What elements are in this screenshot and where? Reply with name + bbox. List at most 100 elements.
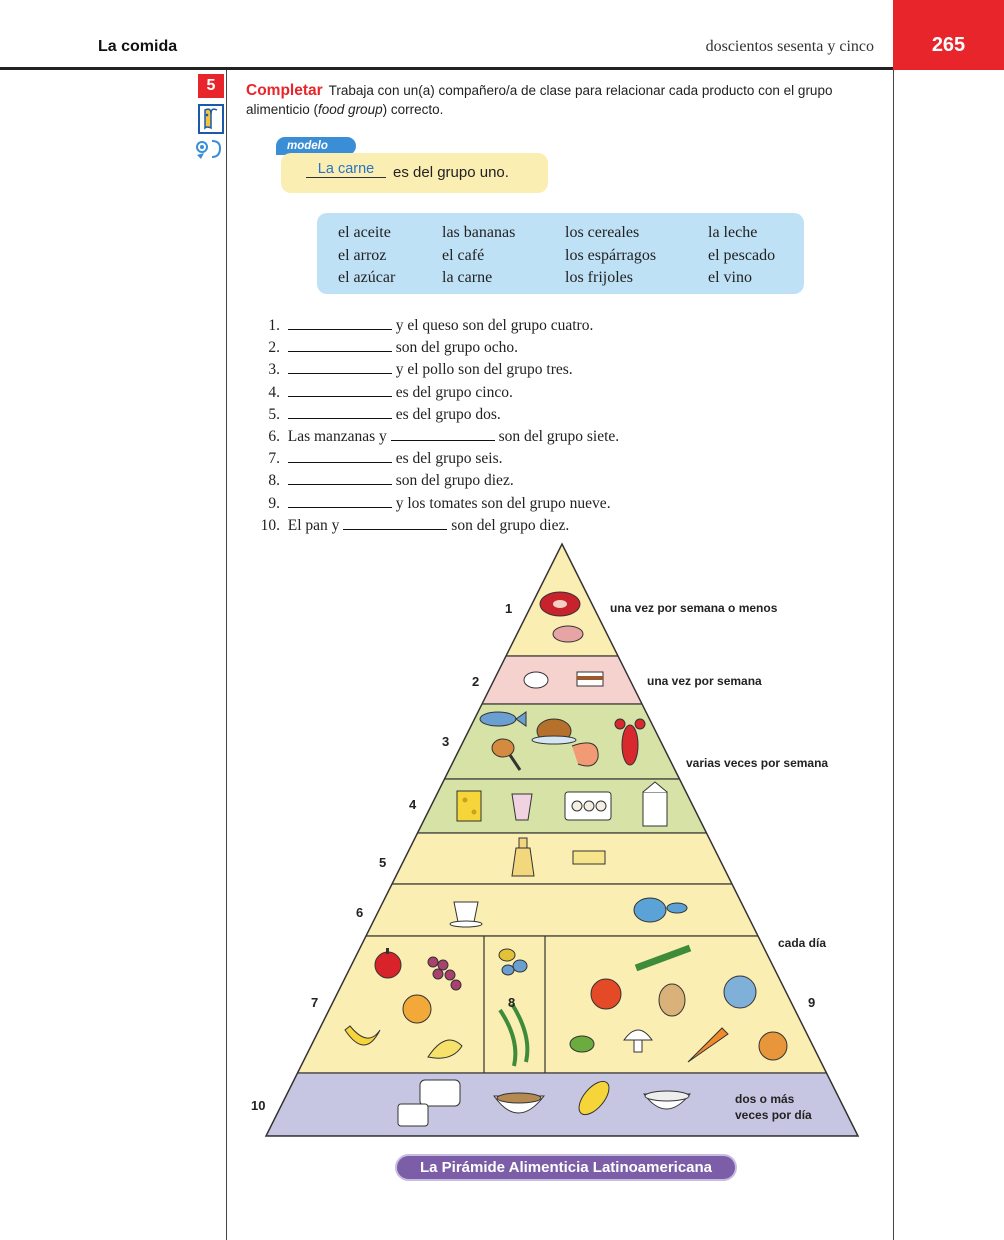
exercise-number: 9. [268,494,280,512]
steak-icon [539,591,581,617]
pyramid-level-number: 9 [808,995,816,1010]
yogurt-icon [511,793,533,821]
fish-icon [479,711,527,727]
frequency-label: varias veces por semana [686,756,829,770]
exercise-item: 3. y el pollo son del grupo tres. [250,359,619,381]
instructions-emphasis: food group [318,102,383,117]
frequency-label: dos o más [735,1092,795,1106]
exercise-text-before: El pan y [287,516,340,534]
header-rule [0,67,893,70]
exercise-text: son del grupo diez. [395,472,514,490]
word-bank-item: el arroz [338,246,387,264]
word-bank-item: los cereales [565,224,640,241]
sugar-bowl-icon [523,671,549,689]
modelo-answer: La carne [306,161,386,178]
ham-icon [552,625,584,643]
exercise-text: es del grupo dos. [395,405,501,423]
word-bank-column: la leche el pescado el vino [708,222,775,290]
exercise-item: 7. es del grupo seis. [250,448,619,470]
pyramid-level-number: 10 [251,1098,266,1113]
word-bank-item: el pescado [708,246,776,264]
frequency-label: cada día [778,936,827,950]
word-bank-item: los espárragos [565,246,657,264]
exercise-number: 2. [268,339,280,357]
potato-icon [658,983,686,1017]
exercise-number: 6. [268,427,280,445]
frequency-label: una vez por semana o menos [610,601,778,615]
butter-icon [572,850,606,865]
word-bank-column: las bananas el café la carne [442,222,515,290]
pyramid-level-number: 4 [409,797,417,812]
cabbage-icon [723,975,757,1009]
orange-icon [402,994,432,1024]
instructions-part-2: ) correcto. [382,102,444,117]
exercise-text: son del grupo diez. [451,516,570,534]
pyramid-level-number: 7 [311,995,319,1010]
word-bank-column: el aceite el arroz el azúcar [338,222,395,290]
word-bank-item: las bananas [442,224,516,241]
tier-1 [266,544,858,657]
exercise-text-before: Las manzanas y [287,427,387,445]
tier-5 [266,832,858,885]
pyramid-outline [264,542,860,1137]
bread-icon [397,1079,461,1127]
answer-blank[interactable] [287,340,392,353]
tier-7-8-9 [266,935,858,1074]
exercise-item: 4. es del grupo cinco. [250,382,619,404]
exercise-text: es del grupo seis. [395,450,503,468]
answer-blank[interactable] [343,518,448,530]
exercise-text: es del grupo cinco. [395,383,513,401]
exercise-item: 5. es del grupo dos. [250,404,619,426]
answer-blank[interactable] [287,362,392,375]
modelo-sentence: es del grupo uno. [393,164,509,181]
eggs-icon [564,791,612,821]
exercise-number: 5. [268,405,280,423]
answer-blank[interactable] [287,318,392,330]
answer-blank[interactable] [287,451,392,464]
exercise-item: 8. son del grupo diez. [250,470,619,492]
oil-bottle-icon [511,837,535,877]
word-bank-item: el azúcar [338,269,396,286]
pyramid-level-number: 6 [356,905,364,920]
coffee-cup-icon [449,901,483,928]
page-number-words: doscientos sesenta y cinco [705,38,874,55]
tier-6 [266,883,858,937]
lemon-icon [427,1039,463,1059]
exercise-number: 10. [260,516,280,534]
carrot-icon [687,1027,729,1063]
lobster-icon [614,718,646,766]
exercise-text: y el pollo son del grupo tres. [395,361,573,379]
word-bank-item: el vino [708,269,752,286]
tomato-icon [590,978,622,1010]
corn-icon [578,1080,610,1116]
word-bank-item: el aceite [338,224,391,241]
banana-icon [344,1025,381,1046]
modelo-tab: modelo [276,137,356,155]
word-bank-item: la leche [708,224,758,241]
word-bank-column: los cereales los espárragos los frijoles [565,222,656,290]
answer-blank[interactable] [390,429,495,441]
frequency-label: una vez por semana [647,674,762,688]
rice-bowl-icon [643,1090,692,1110]
answer-blank[interactable] [287,407,392,419]
pyramid-level-number: 2 [472,674,480,689]
pyramid-level-number: 8 [508,995,516,1010]
word-bank-item: la carne [442,269,493,286]
answer-blank[interactable] [287,473,392,486]
chapter-title: La comida [98,38,178,55]
answer-blank[interactable] [287,385,392,397]
tier-2 [266,655,858,705]
modelo-box: La carne es del grupo uno. [281,153,548,193]
tier-4 [266,778,858,834]
answer-blank[interactable] [287,496,392,508]
activity-instructions: Completar Trabaja con un(a) compañero/a d… [246,81,876,119]
activity-number: 5 [198,74,224,98]
exercise-number: 8. [268,472,280,490]
pyramid-level-number: 1 [505,601,513,616]
cheese-icon [456,790,482,822]
cereal-bowl-icon [493,1092,546,1114]
cake-icon [576,671,604,687]
word-bank-item: el café [442,246,485,264]
exercise-text: son del grupo ocho. [395,339,519,357]
pyramid-caption: La Pirámide Alimenticia Latinoamericana [395,1154,737,1181]
